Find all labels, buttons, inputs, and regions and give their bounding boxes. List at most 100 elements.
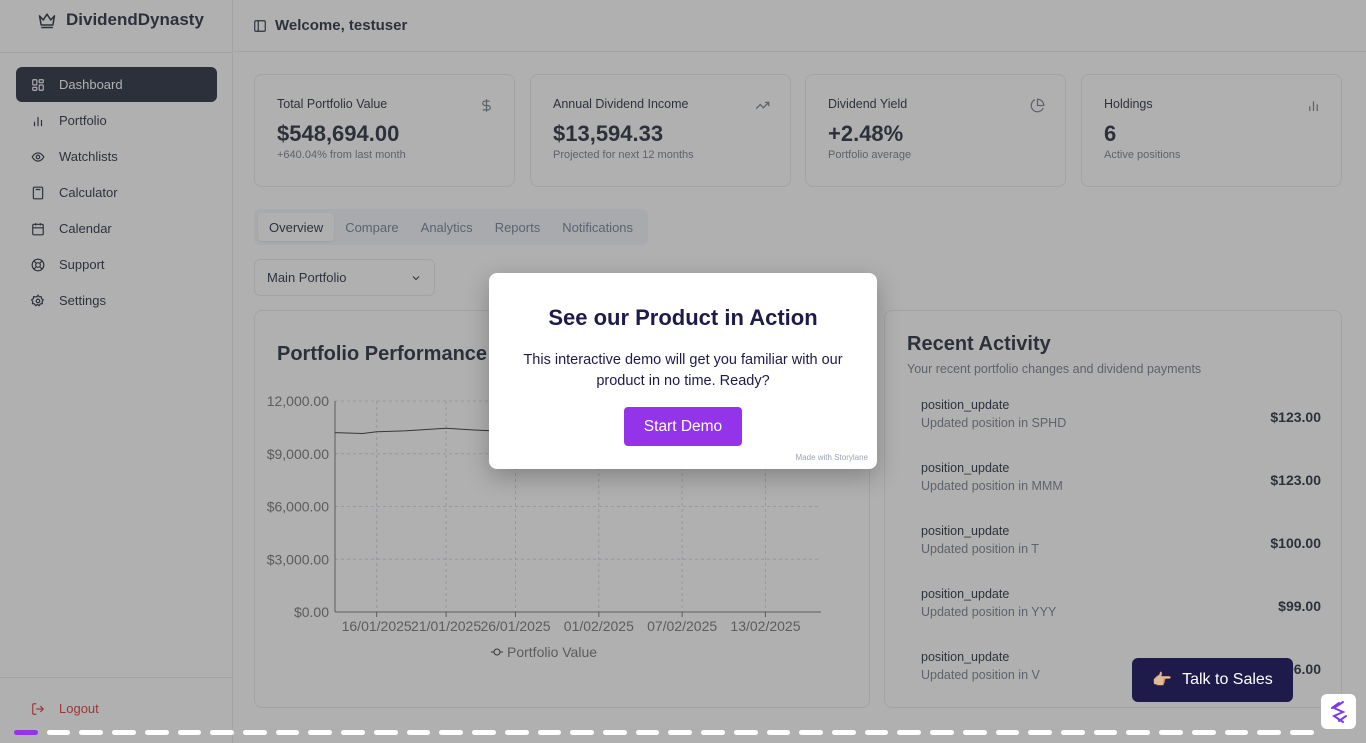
portfolio-select[interactable]: Main Portfolio bbox=[254, 259, 435, 296]
sidebar-item-label: Support bbox=[59, 257, 105, 272]
stat-value: $548,694.00 bbox=[277, 121, 400, 146]
stat-label: Dividend Yield bbox=[828, 97, 908, 111]
bar-chart-icon bbox=[33, 116, 43, 126]
dollar-icon bbox=[482, 99, 491, 112]
pointing-hand-icon: 👉🏼 bbox=[1152, 672, 1173, 689]
legend-marker bbox=[493, 648, 501, 656]
activity-detail: Updated position in YYY bbox=[921, 605, 1057, 619]
start-demo-button[interactable]: Start Demo bbox=[624, 407, 742, 446]
stat-card-portfolio-value: Total Portfolio Value $548,694.00 +640.0… bbox=[254, 74, 515, 187]
tab-analytics[interactable]: Analytics bbox=[420, 219, 473, 235]
sidebar-item-label: Portfolio bbox=[59, 113, 107, 128]
progress-segment bbox=[46, 730, 71, 735]
progress-segment bbox=[766, 730, 791, 735]
activity-list: position_update Updated position in SPHD… bbox=[921, 398, 1321, 707]
x-tick-label: 13/02/2025 bbox=[730, 618, 800, 634]
sidebar-item-settings[interactable]: Settings bbox=[16, 283, 217, 318]
progress-segment bbox=[14, 730, 38, 735]
progress-segment bbox=[243, 730, 267, 735]
logout-button[interactable]: Logout bbox=[31, 701, 99, 716]
series-line bbox=[334, 427, 516, 435]
stat-card-holdings: Holdings 6 Active positions bbox=[1081, 74, 1342, 187]
calculator-icon bbox=[32, 186, 44, 199]
recent-activity-card: Recent Activity Your recent portfolio ch… bbox=[884, 310, 1342, 708]
sidebar-nav: Dashboard Portfolio Watchlists Calculato… bbox=[16, 67, 217, 319]
activity-type: position_update bbox=[921, 650, 1010, 664]
trending-up-icon bbox=[755, 101, 770, 110]
progress-segment bbox=[1224, 730, 1249, 735]
brand[interactable]: DividendDynasty bbox=[36, 10, 204, 30]
list-item: position_update Updated position in SPHD… bbox=[921, 398, 1321, 461]
storylane-logo[interactable] bbox=[1321, 694, 1356, 729]
progress-segment bbox=[1061, 730, 1085, 735]
bar-chart-icon bbox=[1309, 101, 1318, 112]
sidebar-item-calculator[interactable]: Calculator bbox=[16, 175, 217, 210]
y-tick-label: $0.00 bbox=[294, 604, 329, 620]
progress-segment bbox=[177, 730, 202, 735]
stat-label: Total Portfolio Value bbox=[277, 97, 388, 111]
list-item: position_update Updated position in T $1… bbox=[921, 524, 1321, 587]
sidebar-item-label: Watchlists bbox=[59, 149, 118, 164]
performance-title: Portfolio Performance bbox=[277, 343, 488, 365]
activity-detail: Updated position in V bbox=[921, 668, 1040, 682]
activity-type: position_update bbox=[921, 461, 1010, 475]
stat-value: 6 bbox=[1104, 121, 1117, 146]
activity-amount: $100.00 bbox=[1270, 535, 1321, 551]
modal-text: This interactive demo will get you famil… bbox=[523, 352, 843, 389]
progress-segment bbox=[112, 730, 136, 735]
activity-title: Recent Activity bbox=[907, 333, 1051, 355]
chevron-down-icon bbox=[412, 275, 420, 280]
progress-segment bbox=[1028, 730, 1052, 735]
progress-segment bbox=[79, 730, 104, 735]
activity-amount: $123.00 bbox=[1270, 472, 1321, 488]
sidebar-item-watchlists[interactable]: Watchlists bbox=[16, 139, 217, 174]
tab-notifications[interactable]: Notifications bbox=[562, 219, 634, 235]
tab-compare[interactable]: Compare bbox=[345, 219, 399, 235]
progress-segment bbox=[602, 730, 627, 735]
progress-segment bbox=[1126, 730, 1151, 735]
x-tick-label: 26/01/2025 bbox=[480, 618, 550, 634]
list-item: position_update Updated position in YYY … bbox=[921, 587, 1321, 650]
stat-card-dividend-yield: Dividend Yield +2.48% Portfolio average bbox=[805, 74, 1066, 187]
progress-segment bbox=[897, 730, 922, 735]
eye-icon bbox=[31, 151, 45, 162]
progress-segment bbox=[635, 730, 660, 735]
sidebar-item-calendar[interactable]: Calendar bbox=[16, 211, 217, 246]
y-tick-label: $9,000.00 bbox=[267, 446, 329, 462]
activity-type: position_update bbox=[921, 524, 1010, 538]
activity-type: position_update bbox=[921, 398, 1010, 412]
progress-segment bbox=[799, 730, 823, 735]
stat-sub: Projected for next 12 months bbox=[553, 149, 694, 161]
sidebar-item-support[interactable]: Support bbox=[16, 247, 217, 282]
stat-sub: +640.04% from last month bbox=[277, 149, 406, 161]
progress-segment bbox=[406, 730, 431, 735]
sidebar-item-portfolio[interactable]: Portfolio bbox=[16, 103, 217, 138]
x-tick-label: 07/02/2025 bbox=[647, 618, 717, 634]
progress-segment bbox=[373, 730, 398, 735]
y-tick-label: 12,000.00 bbox=[267, 393, 329, 409]
progress-segment bbox=[1191, 730, 1216, 735]
tab-reports[interactable]: Reports bbox=[494, 219, 541, 235]
storylane-credit[interactable]: Made with Storylane bbox=[795, 453, 868, 462]
gear-icon bbox=[31, 293, 45, 306]
progress-segment bbox=[308, 730, 333, 735]
divider bbox=[0, 677, 233, 678]
sidebar-toggle-icon[interactable] bbox=[253, 19, 267, 33]
portfolio-select-value: Main Portfolio bbox=[267, 270, 347, 285]
sidebar-item-label: Dashboard bbox=[59, 77, 123, 92]
x-tick-label: 16/01/2025 bbox=[342, 618, 412, 634]
calendar-icon bbox=[32, 222, 44, 235]
tab-overview[interactable]: Overview bbox=[258, 213, 335, 241]
sidebar: DividendDynasty Dashboard Portfolio Watc… bbox=[0, 0, 233, 743]
progress-segment bbox=[831, 730, 856, 735]
sidebar-item-dashboard[interactable]: Dashboard bbox=[16, 67, 217, 102]
progress-segment bbox=[341, 730, 365, 735]
y-tick-label: $6,000.00 bbox=[267, 499, 329, 515]
talk-to-sales-button[interactable]: 👉🏼 Talk to Sales bbox=[1132, 658, 1293, 702]
talk-to-sales-label: Talk to Sales bbox=[1182, 671, 1273, 688]
modal-title: See our Product in Action bbox=[548, 305, 818, 330]
stat-label: Holdings bbox=[1104, 97, 1153, 111]
activity-detail: Updated position in T bbox=[921, 542, 1039, 556]
page-title: Welcome, testuser bbox=[275, 17, 408, 34]
demo-progress-bar bbox=[14, 730, 1314, 735]
